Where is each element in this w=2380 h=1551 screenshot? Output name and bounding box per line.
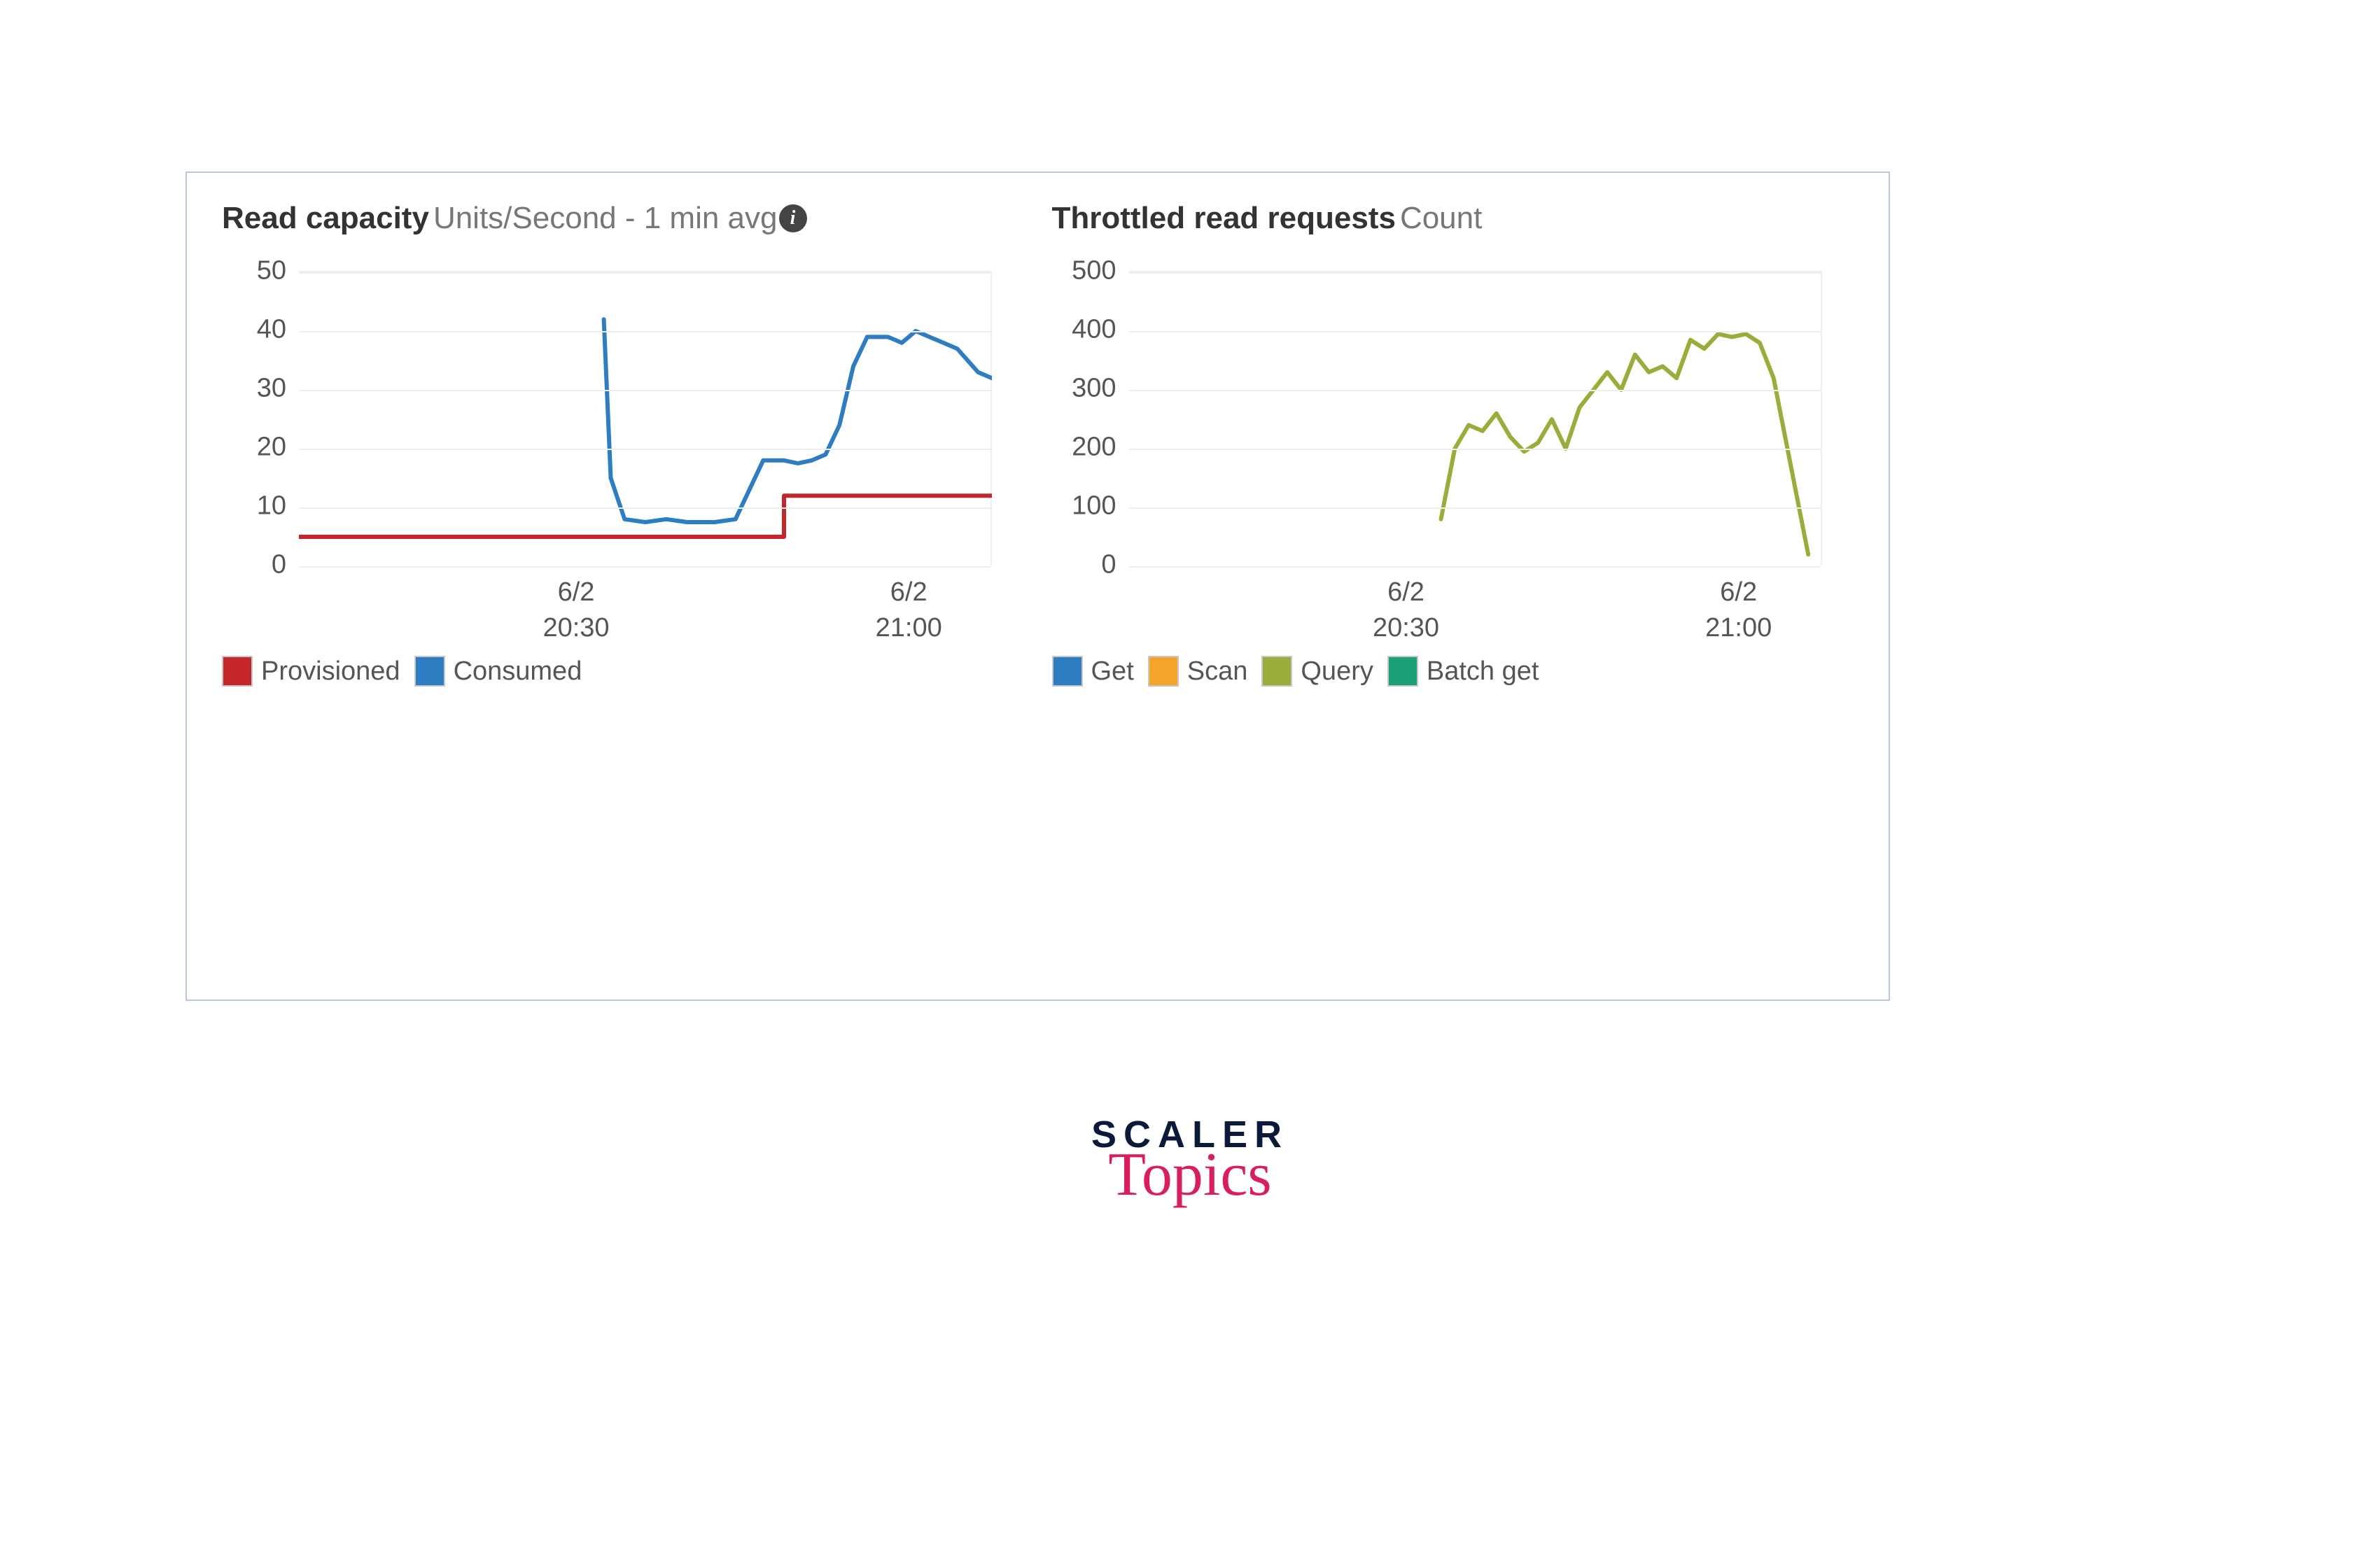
ytick-label: 400: [1072, 315, 1128, 345]
xtick-label: 6/220:30: [542, 565, 609, 647]
legend-label: Provisioned: [261, 657, 400, 687]
gridline: [299, 331, 990, 332]
gridline: [299, 507, 990, 509]
legend-item-get[interactable]: Get: [1052, 656, 1134, 687]
xtick-label: 6/220:30: [1373, 565, 1439, 647]
legend-label: Query: [1301, 657, 1373, 687]
xtick-label: 6/221:00: [1705, 565, 1772, 647]
legend-item-scan[interactable]: Scan: [1148, 656, 1248, 687]
info-icon[interactable]: i: [779, 204, 807, 232]
chart-title-bold: Read capacity: [222, 201, 429, 236]
ytick-label: 50: [257, 256, 299, 286]
read-capacity-plot-wrap: 010203040506/220:306/221:00: [299, 271, 1024, 565]
legend-swatch: [1148, 656, 1179, 687]
gridline: [299, 449, 990, 450]
ytick-label: 100: [1072, 491, 1128, 521]
legend-swatch: [414, 656, 445, 687]
throttled-reads-title: Throttled read requests Count: [1052, 201, 1854, 236]
logo-line2: Topics: [1091, 1139, 1289, 1210]
ytick-label: 0: [1101, 550, 1128, 580]
legend-label: Consumed: [454, 657, 582, 687]
gridline: [1129, 272, 1821, 274]
throttled-reads-block: Throttled read requests Count01002003004…: [1052, 201, 1854, 964]
legend-item-query[interactable]: Query: [1261, 656, 1373, 687]
legend-label: Scan: [1187, 657, 1248, 687]
legend-label: Batch get: [1427, 657, 1539, 687]
ytick-label: 20: [257, 433, 299, 463]
legend-swatch: [1261, 656, 1292, 687]
throttled-reads-svg: [1129, 272, 1822, 566]
read-capacity-plot: 010203040506/220:306/221:00: [299, 271, 992, 565]
series-consumed: [604, 319, 992, 522]
throttled-reads-plot-wrap: 01002003004005006/220:306/221:00: [1129, 271, 1854, 565]
read-capacity-svg: [299, 272, 992, 566]
legend-item-provisioned[interactable]: Provisioned: [222, 656, 400, 687]
legend-label: Get: [1091, 657, 1134, 687]
metrics-panel: Read capacity Units/Second - 1 min avgi 0…: [186, 171, 1890, 1001]
gridline: [1129, 507, 1821, 509]
chart-title-bold: Throttled read requests: [1052, 201, 1396, 236]
ytick-label: 200: [1072, 433, 1128, 463]
read-capacity-title: Read capacity Units/Second - 1 min avgi: [222, 201, 1024, 236]
ytick-label: 10: [257, 491, 299, 521]
series-query: [1441, 334, 1808, 554]
ytick-label: 500: [1072, 256, 1128, 286]
legend-swatch: [1052, 656, 1083, 687]
read-capacity-block: Read capacity Units/Second - 1 min avgi 0…: [222, 201, 1024, 964]
gridline: [1129, 390, 1821, 391]
xtick-label: 6/221:00: [876, 565, 942, 647]
read-capacity-legend: Provisioned Consumed: [222, 656, 1024, 687]
throttled-reads-legend: Get Scan Query Batch get: [1052, 656, 1854, 687]
gridline: [299, 390, 990, 391]
legend-swatch: [222, 656, 253, 687]
ytick-label: 300: [1072, 374, 1128, 404]
throttled-reads-plot: 01002003004005006/220:306/221:00: [1129, 271, 1822, 565]
series-provisioned: [299, 496, 992, 537]
gridline: [1129, 331, 1821, 332]
ytick-label: 30: [257, 374, 299, 404]
legend-item-batch-get[interactable]: Batch get: [1387, 656, 1539, 687]
ytick-label: 40: [257, 315, 299, 345]
chart-title-sub: Count: [1400, 201, 1482, 236]
ytick-label: 0: [272, 550, 299, 580]
legend-item-consumed[interactable]: Consumed: [414, 656, 582, 687]
gridline: [1129, 449, 1821, 450]
chart-title-sub: Units/Second - 1 min avg: [433, 201, 778, 236]
legend-swatch: [1387, 656, 1418, 687]
scaler-topics-logo: SCALER Topics: [1091, 1113, 1289, 1210]
gridline: [299, 272, 990, 274]
